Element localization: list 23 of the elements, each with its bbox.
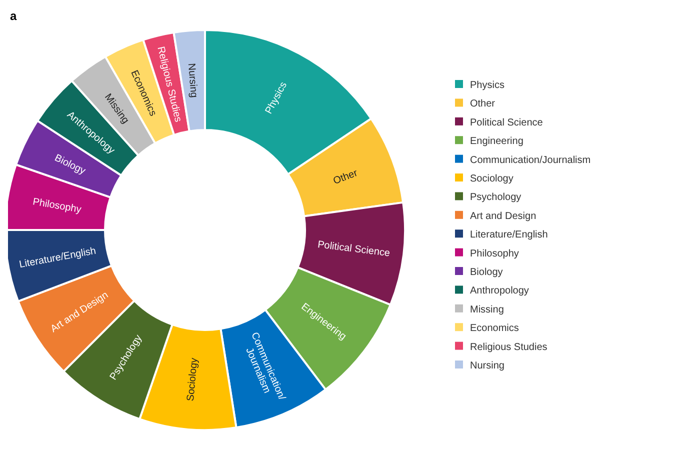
legend-label: Sociology [470, 174, 514, 184]
slice-label: Nursing [185, 62, 200, 98]
slice-label: Other [332, 168, 360, 188]
text: a [10, 9, 17, 23]
legend-label: Engineering [470, 136, 524, 148]
legend-label: Psychology [470, 192, 522, 204]
legend-label: Missing [470, 304, 504, 316]
legend-label: Anthropology [470, 286, 529, 297]
legend-label: Art and Design [470, 210, 536, 222]
legend-label: Biology [470, 267, 503, 278]
legend-label: Philosophy [470, 248, 519, 260]
legend-label: Economics [470, 323, 519, 334]
legend-label: Other [470, 98, 496, 110]
legend-label: Physics [470, 80, 504, 91]
slice-label: Political Science [316, 239, 391, 260]
slice-label: Sociology [185, 357, 200, 402]
legend-label: Religious Studies [470, 342, 548, 353]
legend-label: Literature/English [470, 230, 548, 241]
slice-label: Philosophy [32, 196, 82, 216]
legend-label: Political Science [470, 117, 544, 128]
legend-label: Nursing [470, 360, 504, 372]
slice-label: Religious Studies [154, 46, 184, 124]
legend-label: Communication/Journalism [470, 154, 591, 166]
